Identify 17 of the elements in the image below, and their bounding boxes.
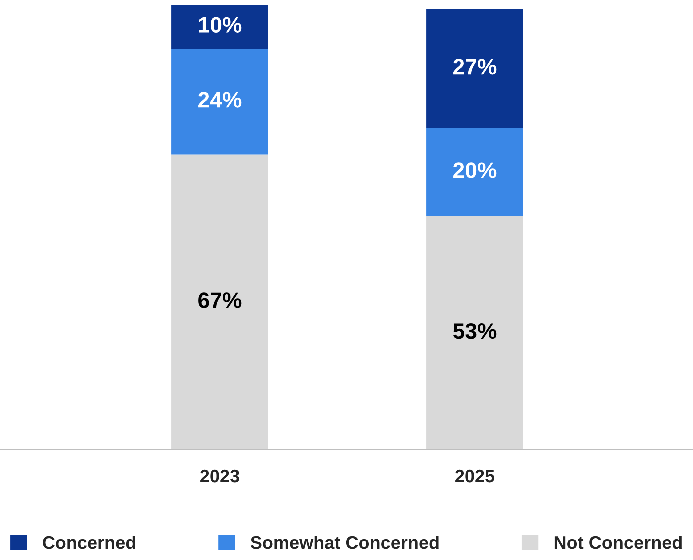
- data-label: 20%: [454, 162, 497, 178]
- legend-label: Not Concerned: [554, 536, 682, 550]
- data-label: 27%: [454, 59, 497, 75]
- bar: [172, 154, 268, 450]
- x-tick-label: 2023: [200, 470, 240, 483]
- data-label: 67%: [198, 292, 242, 308]
- data-label: 53%: [453, 323, 497, 340]
- legend-label: Somewhat Concerned: [250, 536, 439, 550]
- bar: [172, 49, 268, 155]
- bar: [172, 5, 268, 50]
- bar: [426, 216, 524, 450]
- data-label: 10%: [199, 17, 242, 33]
- x-tick-label: 2025: [456, 470, 495, 483]
- bar: [426, 128, 524, 216]
- data-label: 24%: [198, 92, 242, 108]
- bar: [426, 9, 524, 128]
- legend-label: Concerned: [43, 536, 136, 550]
